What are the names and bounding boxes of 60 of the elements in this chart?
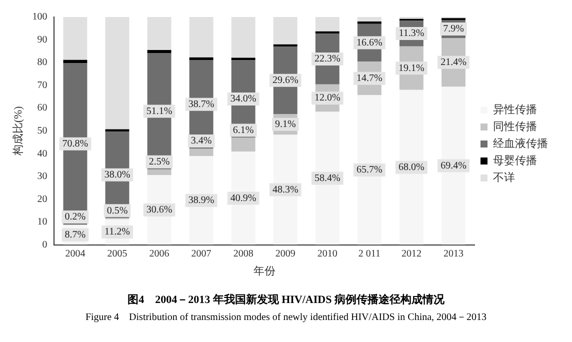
data-label: 30.6% [146,204,172,216]
text: 图4 2004－2013 年我国新发现 HIV/AIDS 病例传播途径构成情况 [126,292,446,307]
x-tick-label: 2005 [107,248,128,260]
x-tick-label: 2004 [65,248,86,260]
x-axis-title: 年份 [253,265,276,278]
data-label: 40.9% [230,192,256,204]
data-label: 38.7% [188,98,214,110]
data-label: 11.3% [398,28,424,40]
x-tick-label: 2012 [401,248,422,260]
data-label: 21.4% [440,56,466,68]
data-label: 34.0% [230,94,256,105]
data-label: 7.9% [443,24,464,35]
legend-label: 同性传播 [493,120,537,133]
y-tick-label: 40 [37,148,48,160]
data-label: 11.2% [104,226,130,238]
legend-label: 不详 [493,170,515,184]
data-label: 16.6% [356,37,382,48]
legend-label: 母婴传播 [493,154,537,167]
y-tick-label: 0 [42,239,48,250]
data-label: 51.1% [146,106,172,117]
data-label: 70.8% [62,138,88,150]
y-tick-label: 70 [37,80,48,91]
data-label: 58.4% [314,172,340,184]
x-tick-label: 2008 [233,248,254,260]
y-tick-label: 100 [32,12,48,23]
data-label: 65.7% [356,164,382,176]
data-label: 38.0% [104,169,130,180]
data-label: 29.6% [272,74,298,86]
data-label: 2.5% [148,156,170,168]
data-label: 0.2% [64,212,86,223]
x-tick-label: 2010 [317,248,338,260]
y-tick-label: 90 [37,34,48,46]
data-label: 12.0% [314,92,340,104]
data-label: 22.3% [314,54,340,65]
data-label: 48.3% [272,184,298,196]
y-tick-label: 60 [37,102,48,114]
data-label: 3.4% [190,136,212,147]
y-tick-label: 10 [37,216,48,228]
data-label: 19.1% [398,62,424,74]
data-label: 6.1% [232,124,254,136]
legend-label: 异性传播 [493,104,537,116]
x-tick-label: 2013 [443,248,464,260]
x-tick-label: 2009 [275,248,296,260]
x-tick-label: 2 011 [358,248,380,260]
legend-label: 经血液传播 [493,136,548,150]
x-tick-label: 2006 [149,248,170,260]
text: Figure 4 Distribution of transmission modes of newly identified HIV/AIDS in China, 2004－2013 [84,311,488,324]
data-label: 68.0% [398,162,424,173]
x-tick-label: 2007 [191,248,212,260]
y-tick-label: 80 [37,57,48,68]
data-label: 14.7% [356,73,382,84]
y-tick-label: 50 [37,126,48,137]
data-label: 8.7% [64,230,86,241]
data-label: 69.4% [440,160,466,172]
data-label: 0.5% [106,205,128,216]
data-label: 9.1% [274,119,296,130]
y-axis-title: 构成比(%) [11,106,24,157]
data-label: 38.9% [188,195,214,206]
y-tick-label: 20 [37,194,48,205]
y-tick-label: 30 [37,171,48,182]
